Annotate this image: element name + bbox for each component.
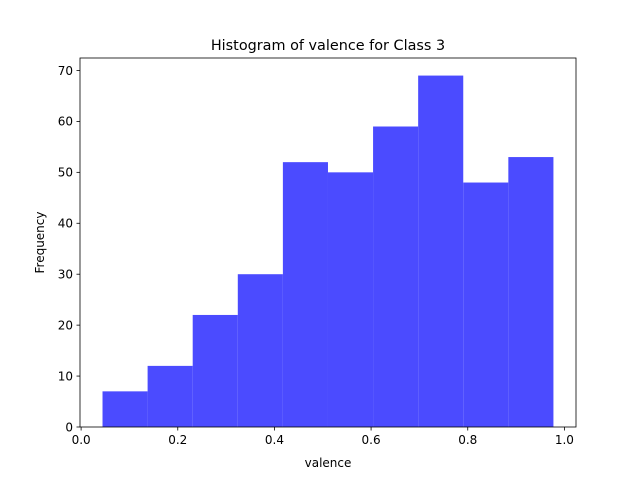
- x-tick-label: 1.0: [555, 433, 574, 447]
- y-tick-label: 10: [58, 369, 73, 383]
- y-tick-label: 20: [58, 318, 73, 332]
- y-tick-label: 40: [58, 217, 73, 231]
- histogram-bar: [463, 182, 509, 427]
- bars-group: [102, 75, 554, 428]
- histogram-bar: [192, 314, 238, 427]
- histogram-bar: [418, 75, 464, 428]
- y-axis-ticks: 0 10 20 30 40 50 60 70: [58, 64, 80, 434]
- x-tick-label: 0.6: [362, 433, 381, 447]
- x-tick-label: 0.8: [458, 433, 477, 447]
- histogram-bar: [147, 365, 193, 427]
- histogram-bar: [237, 274, 283, 427]
- chart-title: Histogram of valence for Class 3: [211, 38, 445, 54]
- y-axis-title: Frequency: [33, 212, 47, 274]
- histogram-bar: [327, 172, 374, 427]
- histogram-bar: [373, 126, 419, 427]
- y-tick-label: 30: [58, 268, 73, 282]
- y-tick-label: 60: [58, 115, 73, 129]
- histogram-bar: [102, 391, 148, 427]
- histogram-bar: [282, 162, 328, 427]
- x-axis-ticks: 0.0 0.2 0.4 0.6 0.8 1.0: [72, 427, 574, 447]
- y-tick-label: 50: [58, 166, 73, 180]
- y-tick-label: 70: [58, 64, 73, 78]
- x-tick-label: 0.4: [265, 433, 284, 447]
- histogram-bar: [508, 157, 554, 427]
- x-tick-label: 0.0: [72, 433, 91, 447]
- x-tick-label: 0.2: [168, 433, 187, 447]
- plot-area-frame: [79, 57, 577, 428]
- x-axis-title: valence: [305, 456, 352, 470]
- y-tick-label: 0: [65, 420, 73, 434]
